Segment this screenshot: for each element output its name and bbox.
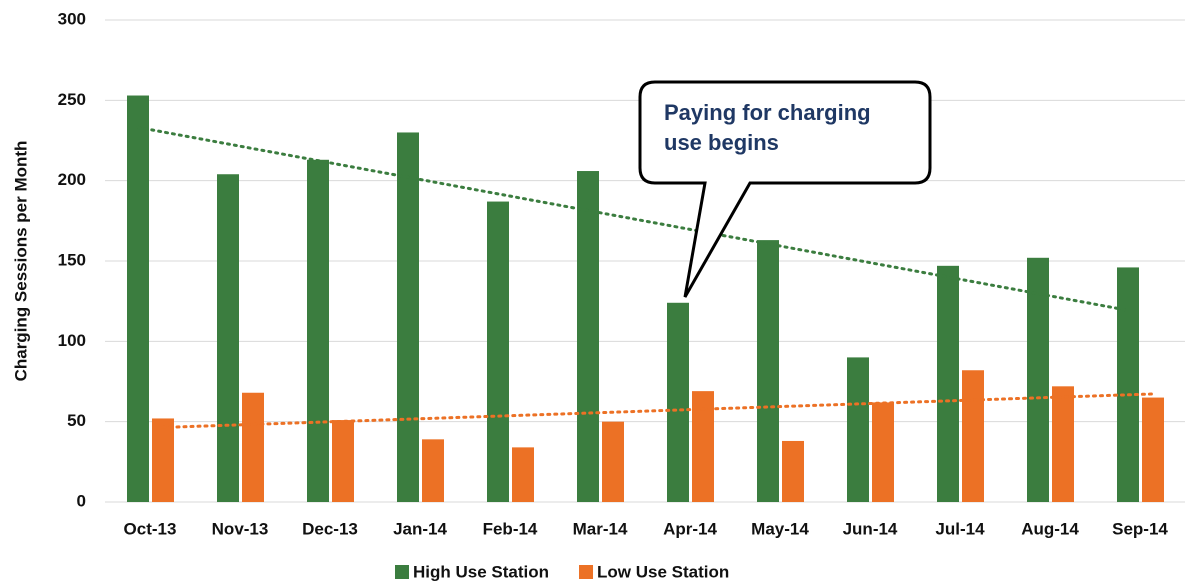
callout <box>638 80 932 298</box>
y-tick-label: 100 <box>58 331 86 350</box>
bar <box>242 392 264 502</box>
y-tick-label: 250 <box>58 90 86 109</box>
bar <box>1142 397 1164 502</box>
legend-label: Low Use Station <box>597 562 729 581</box>
bar <box>937 265 959 502</box>
bar <box>397 132 419 502</box>
y-tick-label: 0 <box>77 491 86 510</box>
y-tick-label: 300 <box>58 9 86 28</box>
trendline <box>161 392 1155 429</box>
x-tick-label: Sep-14 <box>1112 519 1168 538</box>
bar <box>782 440 804 502</box>
x-tick-label: Jun-14 <box>843 519 898 538</box>
x-tick-label: Oct-13 <box>124 519 177 538</box>
bar <box>847 357 869 502</box>
bar <box>1052 386 1074 502</box>
bar <box>692 391 714 502</box>
bar <box>217 174 239 503</box>
bar <box>757 240 779 502</box>
x-tick-label: Feb-14 <box>483 519 538 538</box>
bar <box>577 171 599 502</box>
bar <box>487 201 509 502</box>
legend-swatch <box>395 565 409 579</box>
bar <box>332 420 354 502</box>
bar <box>962 370 984 502</box>
x-tick-label: Dec-13 <box>302 519 358 538</box>
legend-label: High Use Station <box>413 562 549 581</box>
bar <box>127 95 149 502</box>
trendline <box>136 125 1130 312</box>
bar <box>667 302 689 502</box>
bar <box>1027 257 1049 502</box>
legend-swatch <box>579 565 594 579</box>
x-tick-label: Mar-14 <box>573 519 628 538</box>
y-tick-label: 50 <box>67 411 86 430</box>
x-tick-label: May-14 <box>751 519 809 538</box>
bar <box>307 159 329 502</box>
bar <box>152 418 174 502</box>
x-tick-label: Nov-13 <box>212 519 269 538</box>
y-axis-label: Charging Sessions per Month <box>11 141 30 382</box>
y-tick-label: 150 <box>58 250 86 269</box>
bar <box>422 439 444 502</box>
bar <box>602 421 624 502</box>
annotation: Paying for charging use begins <box>664 100 871 155</box>
bar <box>872 402 894 502</box>
bar <box>1117 267 1139 502</box>
y-tick-label: 200 <box>58 170 86 189</box>
bar <box>512 447 534 502</box>
x-tick-label: Jul-14 <box>935 519 985 538</box>
x-tick-label: Aug-14 <box>1021 519 1079 538</box>
x-tick-label: Jan-14 <box>393 519 447 538</box>
x-tick-label: Apr-14 <box>663 519 717 538</box>
